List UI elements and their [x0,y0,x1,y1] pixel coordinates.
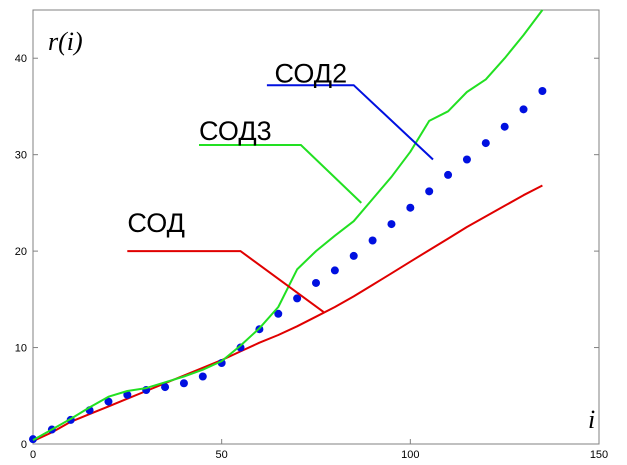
x-tick-label: 150 [590,449,608,461]
data-point [179,379,188,388]
data-point [538,87,547,96]
data-point [500,122,509,131]
data-point [104,397,113,406]
callout-leader-line [266,84,434,161]
data-point [481,139,490,148]
series-dots [29,87,547,444]
y-axis-ticks: 0 10 20 30 40 [15,53,599,451]
y-tick-label: 20 [15,246,27,258]
data-point [236,343,245,352]
data-point [519,105,528,114]
callout-label: СОД [127,208,185,238]
data-point [312,278,320,287]
plot-frame [32,9,600,445]
series-layer [29,9,547,444]
series-line [32,9,544,441]
x-axis-ticks: 0 50 100 150 [30,439,608,461]
callout-leader-line [199,144,362,204]
data-point [444,170,453,179]
data-point [123,390,132,399]
data-point [425,187,434,196]
data-point [161,383,170,392]
data-point [368,236,377,245]
y-tick-label: 30 [15,150,27,162]
series-line [32,184,543,443]
y-tick-label: 0 [21,439,27,451]
x-axis-title: i [588,405,595,434]
x-tick-label: 50 [216,449,228,461]
series-callout: СОД2 [266,58,434,161]
y-axis-title: r(i) [48,27,83,56]
callout-label: СОД3 [199,116,272,146]
x-tick-label: 0 [30,449,36,461]
data-point [387,220,396,229]
callout-leader-line [127,250,325,313]
series-callout: СОД [127,208,325,313]
data-point [198,372,207,381]
callout-label: СОД2 [274,58,347,88]
data-point [462,155,471,164]
data-point [330,266,339,275]
y-tick-label: 40 [15,53,27,65]
data-point [406,203,415,212]
x-tick-label: 100 [401,449,419,461]
data-point [274,309,283,318]
series-callout: СОД3 [199,116,362,204]
data-point [349,251,358,260]
data-point [293,294,302,303]
y-tick-label: 10 [15,343,27,355]
